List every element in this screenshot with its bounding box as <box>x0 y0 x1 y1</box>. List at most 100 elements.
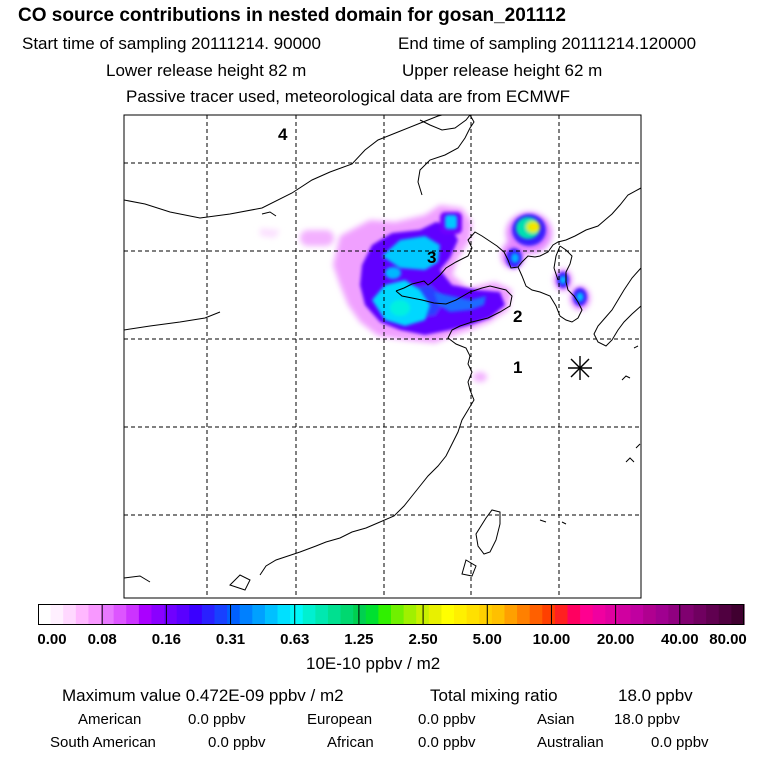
site-label-2: 2 <box>513 307 522 326</box>
region-value: 0.0 ppbv <box>418 734 476 751</box>
colorbar-cell <box>554 604 569 625</box>
colorbar-cell <box>517 604 531 625</box>
colorbar-cell <box>302 604 316 625</box>
colorbar-cell <box>101 604 115 625</box>
colorbar-cell <box>327 604 342 625</box>
colorbar-cell <box>529 604 543 625</box>
colorbar-cell <box>668 604 682 625</box>
region-value: 18.0 ppbv <box>614 711 680 728</box>
end-time-label: End time of sampling 20111214.120000 <box>398 34 697 53</box>
region-value: 0.0 ppbv <box>208 734 266 751</box>
colorbar-cell <box>38 604 52 625</box>
colorbar-cell <box>164 604 178 625</box>
colorbar-cell <box>378 604 392 625</box>
colorbar-cell <box>176 604 190 625</box>
colorbar-tick-label: 0.63 <box>280 631 310 648</box>
upper-release-label: Upper release height 62 m <box>402 61 603 80</box>
coastlines <box>124 115 641 591</box>
colorbar-tick-label: 2.50 <box>408 631 438 648</box>
colorbar-cell <box>630 604 644 625</box>
map-title: CO source contributions in nested domain… <box>18 5 566 26</box>
colorbar-cell <box>75 604 90 625</box>
colorbar-cell <box>290 604 304 625</box>
colorbar-cell <box>264 604 279 625</box>
colorbar-cell <box>491 604 506 625</box>
colorbar-tick-label: 5.00 <box>472 631 502 648</box>
region-name: South American <box>50 734 156 751</box>
colorbar-cell <box>605 604 619 625</box>
colorbar-cell <box>643 604 657 625</box>
colorbar-cell <box>403 604 417 625</box>
colorbar-cell <box>428 604 443 625</box>
colorbar-cell <box>50 604 64 625</box>
lat-lon-grid <box>124 115 641 598</box>
map-panel: 1 2 3 4 <box>123 114 642 599</box>
colorbar-cell <box>227 604 241 625</box>
region-name: African <box>327 734 374 751</box>
colorbar-cell <box>592 604 606 625</box>
colorbar-tick-label: 10.00 <box>532 631 571 648</box>
region-name: European <box>307 711 373 728</box>
maximum-value-label: Maximum value 0.472E-09 ppbv / m2 <box>62 686 344 705</box>
tracer-note: Passive tracer used, meteorological data… <box>126 87 571 106</box>
colorbar-cell <box>479 604 493 625</box>
region-name: Asian <box>537 711 575 728</box>
site-label-1: 1 <box>513 358 522 377</box>
region-name: Australian <box>537 734 604 751</box>
colorbar-cell <box>542 604 556 625</box>
colorbar-cell <box>252 604 266 625</box>
colorbar-cell <box>365 604 379 625</box>
colorbar-cell <box>239 604 253 625</box>
colorbar-cell <box>315 604 329 625</box>
site-label-4: 4 <box>278 125 288 144</box>
colorbar-tick-label: 1.25 <box>344 631 374 648</box>
colorbar-cell <box>189 604 203 625</box>
map-frame <box>123 114 642 599</box>
site-label-3: 3 <box>427 248 436 267</box>
colorbar-cell <box>214 604 228 625</box>
colorbar-cell <box>680 604 695 625</box>
colorbar-cell <box>340 604 354 625</box>
colorbar-cell <box>113 604 127 625</box>
colorbar-tick-label: 0.08 <box>87 631 117 648</box>
colorbar-cell <box>504 604 518 625</box>
colorbar-tick-label: 0.31 <box>215 631 246 648</box>
co-plume <box>260 205 590 382</box>
colorbar-tick-label: 0.00 <box>37 631 67 648</box>
colorbar-cell <box>88 604 102 625</box>
colorbar-tick-label: 0.16 <box>151 631 181 648</box>
colorbar-cell <box>441 604 455 625</box>
colorbar-cell <box>151 604 165 625</box>
colorbar-cell <box>138 604 153 625</box>
colorbar-cell <box>655 604 669 625</box>
colorbar-cell <box>466 604 480 625</box>
region-value: 0.0 ppbv <box>188 711 246 728</box>
colorbar-cell <box>718 604 732 625</box>
colorbar-tick-label: 20.00 <box>596 631 635 648</box>
lower-release-label: Lower release height 82 m <box>106 61 307 80</box>
colorbar-cell <box>617 604 632 625</box>
colorbar-cell <box>353 604 367 625</box>
colorbar-cell <box>731 604 745 625</box>
total-mixing-label: Total mixing ratio <box>430 686 558 705</box>
region-value: 0.0 ppbv <box>418 711 476 728</box>
colorbar-tick-label: 40.00 <box>661 631 699 648</box>
colorbar-cell <box>201 604 216 625</box>
colorbar-cell <box>693 604 707 625</box>
colorbar-cell <box>706 604 720 625</box>
start-time-label: Start time of sampling 20111214. 90000 <box>22 34 321 53</box>
total-mixing-value: 18.0 ppbv <box>618 686 693 705</box>
colorbar-cell <box>63 604 77 625</box>
colorbar-units: 10E-10 ppbv / m2 <box>306 654 441 673</box>
colorbar-tick-label: 80.00 <box>709 631 747 648</box>
region-name: American <box>78 711 142 728</box>
colorbar-cell <box>567 604 581 625</box>
colorbar <box>38 604 745 625</box>
region-value: 0.0 ppbv <box>651 734 709 751</box>
asterisk-icon <box>568 356 592 380</box>
colorbar-cell <box>580 604 594 625</box>
colorbar-cell <box>277 604 291 625</box>
colorbar-cell <box>126 604 140 625</box>
colorbar-cell <box>391 604 405 625</box>
colorbar-cell <box>454 604 468 625</box>
